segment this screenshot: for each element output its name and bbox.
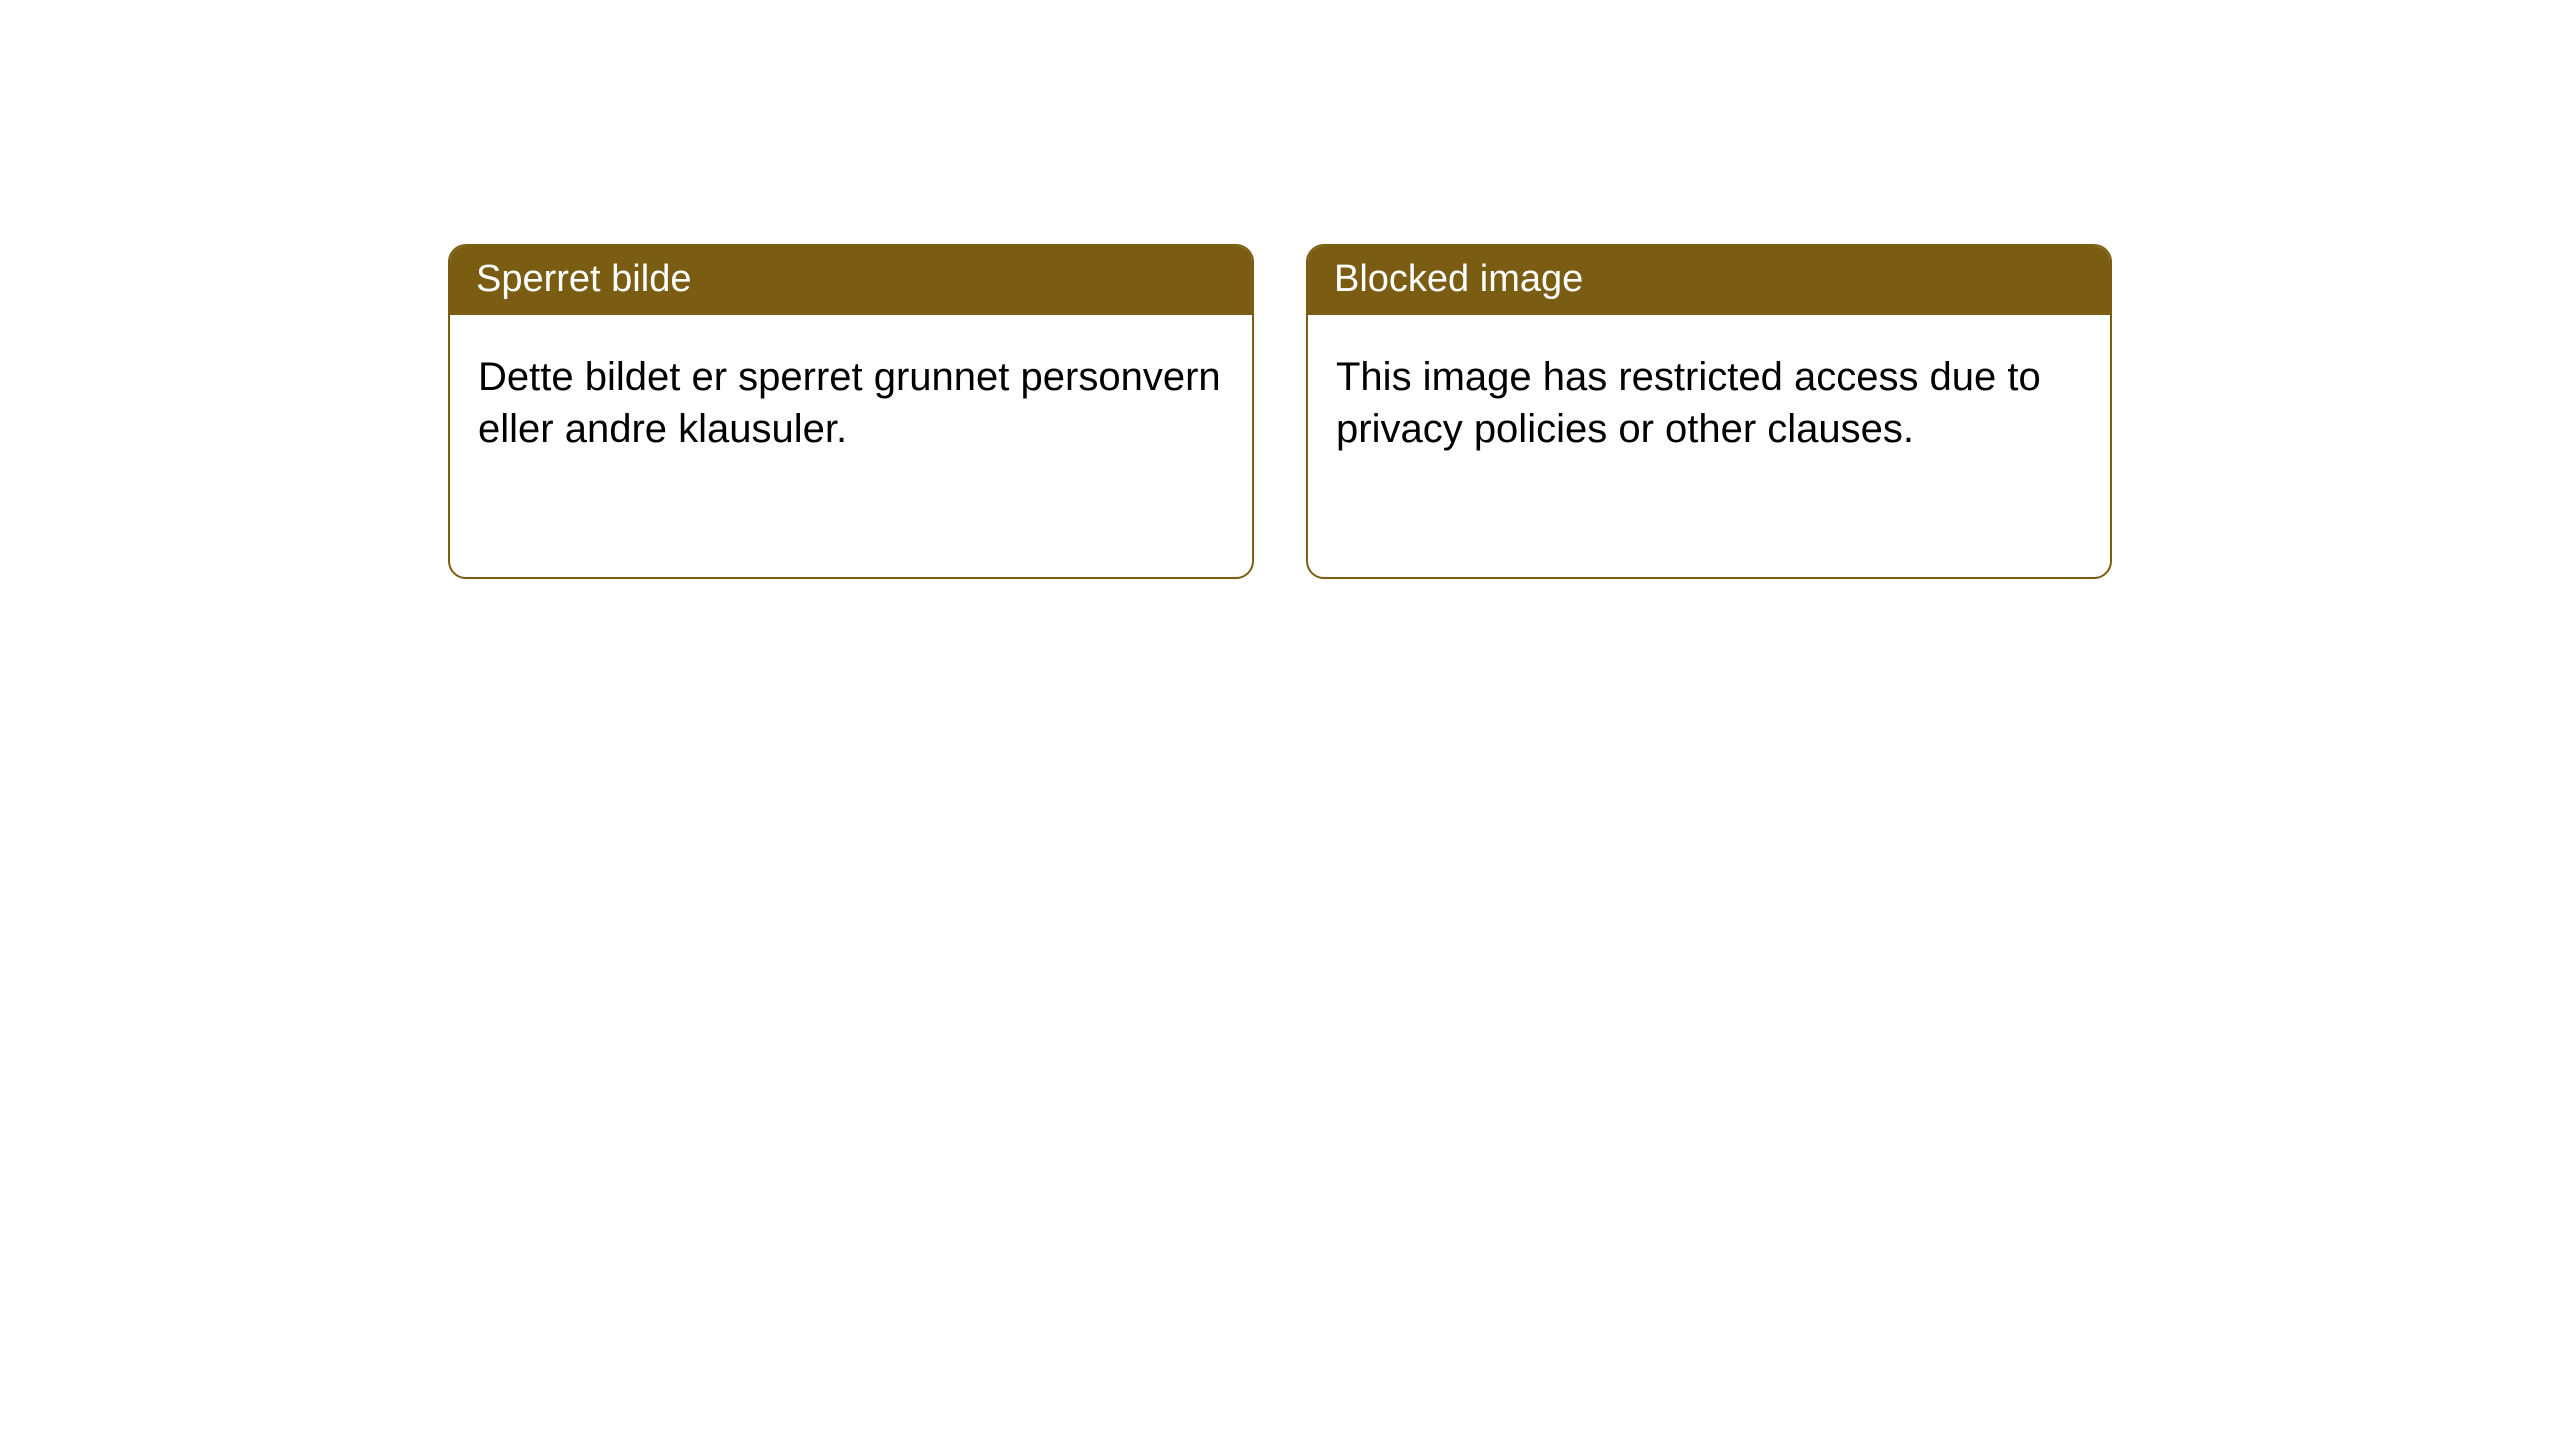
notice-card-header: Sperret bilde <box>450 246 1252 315</box>
notice-card-english: Blocked image This image has restricted … <box>1306 244 2112 579</box>
notice-card-body: Dette bildet er sperret grunnet personve… <box>450 315 1252 483</box>
notice-title: Sperret bilde <box>476 258 691 300</box>
notice-card-body: This image has restricted access due to … <box>1308 315 2110 483</box>
notice-cards-container: Sperret bilde Dette bildet er sperret gr… <box>0 0 2560 579</box>
notice-body-text: Dette bildet er sperret grunnet personve… <box>478 355 1221 451</box>
notice-body-text: This image has restricted access due to … <box>1336 355 2041 451</box>
notice-title: Blocked image <box>1334 258 1583 300</box>
notice-card-norwegian: Sperret bilde Dette bildet er sperret gr… <box>448 244 1254 579</box>
notice-card-header: Blocked image <box>1308 246 2110 315</box>
